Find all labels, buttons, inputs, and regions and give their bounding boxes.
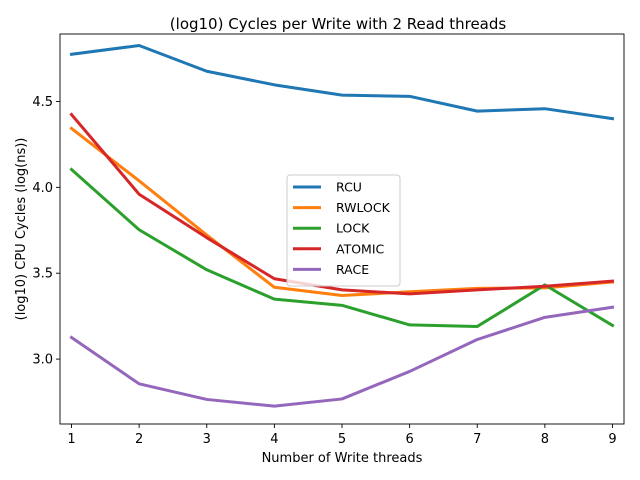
y-tick-label: 3.5 xyxy=(32,267,53,282)
legend-label-rcu: RCU xyxy=(336,180,362,195)
x-axis: 1 2 3 4 5 6 7 8 9 xyxy=(67,424,617,447)
legend-label-race: RACE xyxy=(336,262,369,277)
x-tick-label: 5 xyxy=(338,432,346,447)
x-axis-title: Number of Write threads xyxy=(262,451,423,466)
legend-box xyxy=(286,174,401,287)
x-tick-label: 2 xyxy=(135,432,143,447)
series-line-rcu xyxy=(69,44,615,121)
y-tick-label: 4.0 xyxy=(32,181,53,196)
y-tick-label: 4.5 xyxy=(32,95,53,110)
series-line-race xyxy=(69,305,615,408)
x-tick-label: 1 xyxy=(67,432,75,447)
x-tick-label: 6 xyxy=(405,432,413,447)
x-tick-label: 8 xyxy=(541,432,549,447)
series-line-lock xyxy=(69,167,615,328)
x-tick-label: 3 xyxy=(203,432,211,447)
chart-title: (log10) Cycles per Write with 2 Read thr… xyxy=(170,15,507,33)
x-tick-label: 9 xyxy=(608,432,616,447)
legend-label-rwlock: RWLOCK xyxy=(336,200,391,215)
x-tick-label: 7 xyxy=(473,432,481,447)
series-layer xyxy=(69,44,615,408)
plot-area xyxy=(59,33,625,425)
legend-label-atomic: ATOMIC xyxy=(336,241,385,256)
series-line-atomic xyxy=(69,112,615,296)
x-tick-label: 4 xyxy=(270,432,278,447)
y-tick-label: 3.0 xyxy=(32,353,53,368)
y-axis-title: (log10) CPU Cycles (log(ns)) xyxy=(14,138,29,321)
y-axis: 3.0 3.5 4.0 4.5 xyxy=(32,95,60,368)
legend-label-lock: LOCK xyxy=(336,221,370,236)
legend: RCU RWLOCK LOCK ATOMIC RACE xyxy=(286,174,401,287)
